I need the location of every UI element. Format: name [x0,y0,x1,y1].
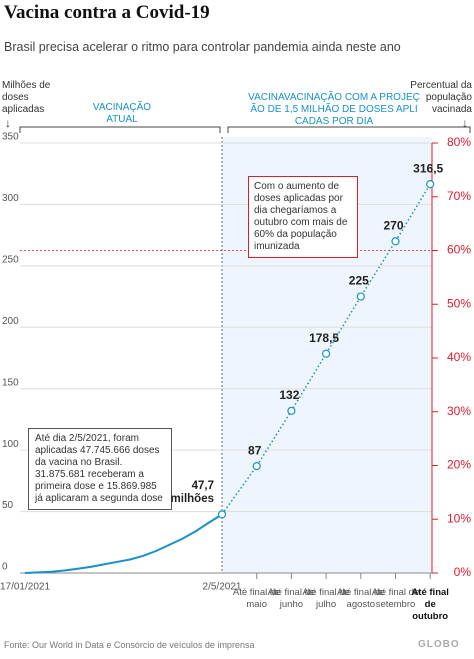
x-tick-label: Até final de junho [267,587,316,610]
arrow: ↓ [462,116,468,130]
section-label: VACINAÇÃO ATUAL [92,102,152,125]
y2-tick-label: 30% [447,404,471,418]
y-axis-label: Milhões de doses aplicadas [2,80,51,115]
y2-tick-label: 50% [447,296,471,310]
annotation: Com o aumento de doses aplicadas por dia… [248,176,358,258]
annotation: Até dia 2/5/2021, foram aplicadas 47.745… [28,428,172,510]
x-tick-label: Até final de outubro [411,587,449,622]
y-tick-label: 350 [2,132,19,143]
x-tick-label: Até final de agosto [337,587,385,610]
x-tick-label: Até final de julho [302,587,350,610]
y-tick-label: 200 [2,316,19,327]
value-label: 132 [279,388,299,402]
point [287,406,296,415]
y2-tick-label: 60% [447,243,471,257]
y-tick-label: 150 [2,377,19,388]
y2-tick-label: 0% [454,565,472,579]
y-tick-label: 300 [2,193,19,204]
y2-tick-label: 20% [447,458,471,472]
y-tick-label: 50 [2,500,14,511]
source: Fonte: Our World in Data e Consórcio de … [4,640,255,650]
subtitle: Brasil precisa acelerar o ritmo para con… [4,40,401,54]
title: Vacina contra a Covid-19 [4,2,210,23]
x-tick-label: Até final de setembro [371,587,420,610]
point [252,462,261,471]
y2-tick-label: 10% [447,511,471,525]
y-tick-label: 250 [2,254,19,265]
value-label: 225 [349,274,369,288]
point [356,292,365,301]
x-tick-label: 2/5/2021 [203,582,242,593]
x-tick-label: Até final de maio [232,587,281,610]
arrow: ↓ [5,116,11,130]
value-label: 270 [383,218,403,232]
series-line [24,513,223,574]
y2-axis-label: Percentual da população vacinada [410,80,472,115]
value-label: 87 [248,443,262,457]
point [322,349,331,358]
bracket [227,126,471,133]
point [426,180,435,189]
y-tick-label: 0 [2,562,8,573]
x-tick-label: 17/01/2021 [0,582,50,593]
y2-tick-label: 70% [447,189,471,203]
y-tick-label: 100 [2,439,19,450]
point [217,510,227,519]
value-label: 47,7 milhões [170,480,214,506]
y2-tick-label: 40% [447,350,471,364]
point [391,237,400,246]
logo: GLOBO [418,639,460,650]
value-label: 316,5 [413,161,443,175]
section-label: VACINAVACINAÇÃO COM A PROJEÇÃO DE 1,5 MI… [248,92,420,127]
bracket [19,126,221,133]
y2-tick-label: 80% [447,135,471,149]
value-label: 178,5 [309,331,339,345]
